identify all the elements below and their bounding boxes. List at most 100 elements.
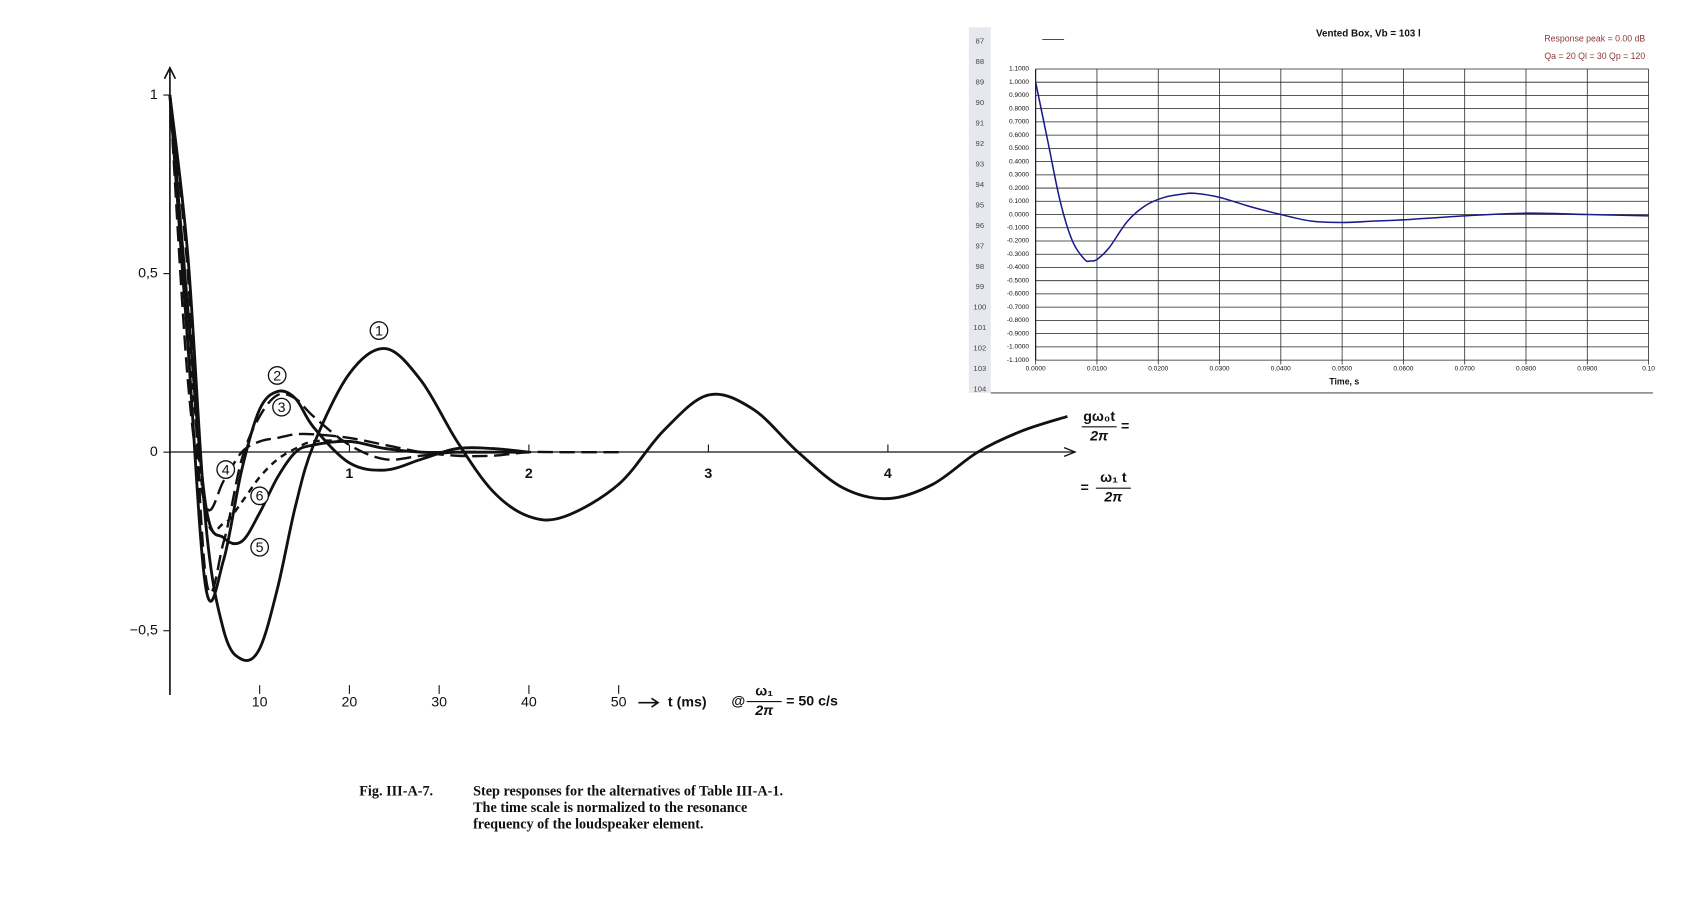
x-tick-label: 2	[525, 466, 533, 482]
unit-arrow	[638, 697, 660, 708]
x-tick-label: 0.0100	[1087, 366, 1107, 373]
x2-axis-label: t (ms)	[668, 694, 707, 710]
label-suffix: =	[1121, 419, 1129, 435]
row-header: 100	[973, 303, 986, 312]
y-tick-label: 0.2000	[1009, 185, 1029, 192]
curve-label: 3	[278, 400, 286, 416]
row-header: 94	[976, 180, 985, 189]
y-tick-label: 0.7000	[1009, 119, 1029, 126]
row-header: 104	[973, 385, 987, 394]
y-tick-label: -0.8000	[1007, 317, 1030, 324]
annotation: Response peak = 0.00 dB	[1544, 34, 1645, 44]
y-tick-label: -1.1000	[1007, 357, 1030, 364]
curve-label-circle	[216, 460, 236, 479]
row-header: 91	[976, 118, 985, 127]
y-tick-label: 0.3000	[1009, 172, 1029, 179]
series-line	[1034, 82, 1649, 263]
x2-tick-label: 40	[521, 694, 537, 710]
y-tick-label: 1.1000	[1009, 66, 1029, 73]
row-header: 98	[976, 262, 985, 271]
x-tick-label: 0.0800	[1516, 366, 1536, 373]
row-header: 88	[976, 57, 985, 66]
x-tick-label: 4	[884, 466, 892, 482]
x-tick-label: 0.0900	[1577, 366, 1597, 373]
row-header: 102	[973, 344, 986, 353]
x2-tick-label: 10	[252, 694, 268, 710]
curve-label-circle	[267, 366, 287, 385]
caption-line: Step responses for the alternatives of T…	[473, 784, 783, 800]
row-header: 103	[973, 364, 986, 373]
x-axis-label: Time, s	[1329, 376, 1359, 386]
x2-tick-label: 30	[431, 694, 447, 710]
y-tick-label: -0.7000	[1007, 304, 1030, 311]
y-tick-label: 0.1000	[1009, 198, 1029, 205]
y-tick-label: −0,5	[130, 622, 158, 638]
fraction-denominator: 2π	[1103, 490, 1123, 506]
series-line	[168, 94, 619, 512]
row-header: 92	[976, 139, 985, 148]
y-tick-label: 1	[150, 87, 158, 103]
x-tick-label: 3	[704, 466, 712, 482]
y-tick-label: -0.1000	[1007, 224, 1030, 231]
series-line	[168, 94, 1068, 662]
y-tick-label: 0.8000	[1009, 105, 1029, 112]
y-tick-label: 0,5	[138, 265, 158, 281]
row-header: 87	[976, 37, 985, 46]
y-tick-label: 0.9000	[1009, 92, 1029, 99]
y-tick-label: -0.9000	[1007, 330, 1030, 337]
curve-label: 6	[256, 489, 264, 505]
y-tick-label: -0.2000	[1007, 238, 1030, 245]
caption-line: The time scale is normalized to the reso…	[473, 800, 747, 816]
row-header-column	[968, 27, 991, 393]
x-tick-label: 0.10	[1642, 366, 1655, 373]
curve-label: 1	[375, 323, 383, 339]
y-tick-label: -0.5000	[1007, 277, 1030, 284]
y-tick-label: 0.6000	[1009, 132, 1029, 139]
x-tick-label: 0.0700	[1455, 366, 1475, 373]
row-header: 90	[976, 98, 985, 107]
y-tick-label: 0.5000	[1009, 145, 1029, 152]
caption-label: Fig. III-A-7.	[359, 784, 433, 800]
y-tick-label: -0.4000	[1007, 264, 1030, 271]
caption-line: frequency of the loudspeaker element.	[473, 817, 704, 833]
y-axis-arrow	[163, 66, 177, 80]
curve-label-circle	[272, 397, 291, 417]
y-tick-label: -0.3000	[1007, 251, 1030, 258]
x-axis-arrow	[1063, 447, 1077, 458]
row-header: 96	[976, 221, 985, 230]
curve-label: 4	[222, 462, 230, 478]
curve-label-circle	[369, 321, 389, 340]
y-tick-label: -1.0000	[1007, 344, 1030, 351]
curve-label-circle	[250, 537, 270, 557]
row-header: 93	[976, 159, 985, 168]
row-header: 95	[976, 200, 985, 209]
series-line	[168, 94, 494, 595]
x-tick-label: 0.0500	[1332, 366, 1352, 373]
row-header: 101	[973, 323, 986, 332]
series-line	[168, 94, 530, 603]
x-tick-label: 0.0000	[1026, 366, 1046, 373]
inset-chart: Vented Box, Vb = 103 l Response peak = 0…	[968, 27, 1655, 394]
label-prefix: =	[1081, 480, 1089, 496]
label-suffix: = 50 c/s	[786, 693, 838, 709]
row-header: 99	[976, 282, 985, 291]
curve-label: 5	[256, 540, 264, 556]
inset-title: Vented Box, Vb = 103 l	[1316, 29, 1421, 40]
step-response-figure: −0,5 0 0,5 1 1 2 3 4 10 20 30 40 50 t (ms) @ ω₁ 2π = 50 c…	[130, 66, 1131, 833]
x-tick-label: 1	[345, 466, 353, 482]
y-tick-label: 0.0000	[1009, 211, 1029, 218]
curve-label: 2	[273, 368, 281, 384]
y-tick-label: 1.0000	[1009, 79, 1029, 86]
row-header: 97	[976, 241, 985, 250]
y-tick-label: 0	[150, 444, 158, 460]
x2-tick-label: 20	[341, 694, 357, 710]
fraction-denominator: 2π	[754, 703, 774, 719]
fraction-numerator: ω₁	[755, 683, 773, 699]
x-tick-label: 0.0600	[1393, 366, 1413, 373]
annotation: Qa = 20 Ql = 30 Qp = 120	[1544, 51, 1645, 61]
x-tick-label: 0.0400	[1271, 366, 1291, 373]
fraction-numerator: gω₀t	[1083, 409, 1115, 425]
fraction-denominator: 2π	[1089, 428, 1109, 444]
y-tick-label: -0.6000	[1007, 291, 1030, 298]
